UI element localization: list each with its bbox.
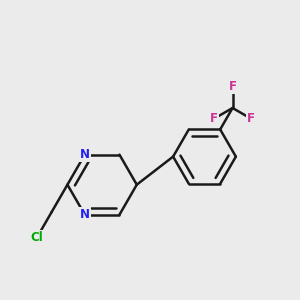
Text: N: N bbox=[80, 148, 90, 161]
Text: F: F bbox=[247, 112, 255, 125]
Text: N: N bbox=[80, 208, 90, 221]
Text: F: F bbox=[210, 112, 218, 125]
Text: F: F bbox=[229, 80, 237, 93]
Text: Cl: Cl bbox=[31, 231, 43, 244]
